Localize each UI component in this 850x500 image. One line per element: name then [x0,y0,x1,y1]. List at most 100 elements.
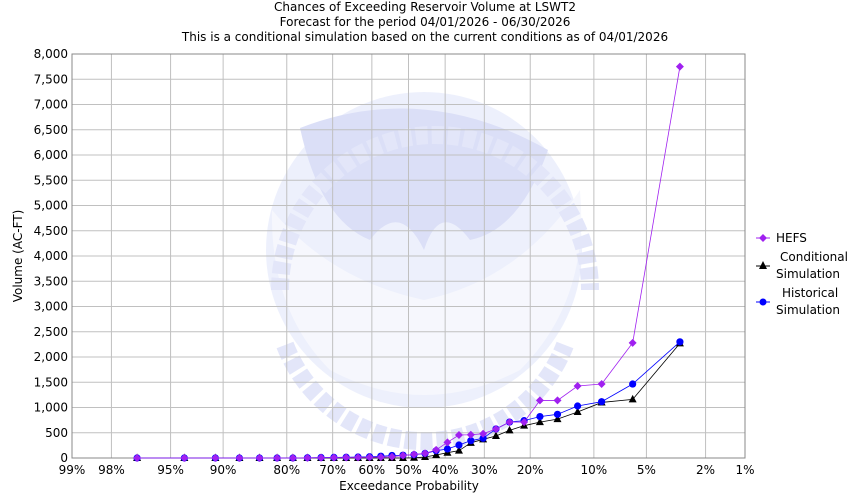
diamond-marker-icon [759,234,767,242]
grid [71,53,746,459]
legend-label: Conditional [780,250,848,264]
data-point [553,414,562,423]
data-point [180,454,189,462]
data-point [598,398,606,406]
y-tick-label: 3,500 [34,274,68,288]
title-line-2: Forecast for the period 04/01/2026 - 06/… [280,15,571,29]
legend-item-hefs: HEFS [756,231,807,245]
x-tick-label: 20% [517,463,544,477]
data-point [466,430,475,439]
legend: HEFS Conditional Simulation Historical S… [756,231,848,317]
y-tick-label: 2,500 [34,325,68,339]
data-point [628,338,637,347]
data-point [273,454,282,462]
data-point [443,445,452,453]
data-point [573,407,582,416]
data-point [573,402,582,410]
x-tick-label: 80% [273,463,300,477]
data-point [520,418,529,427]
y-tick-label: 5,500 [34,173,68,187]
y-axis-label: Volume (AC-FT) [11,210,25,303]
data-point [675,62,684,71]
noaa-watermark-logo [266,92,599,451]
y-tick-label: 6,000 [34,148,68,162]
chart-title: Chances of Exceeding Reservoir Volume at… [181,0,668,44]
x-tick-label: 98% [98,463,125,477]
data-point [573,382,582,391]
y-tick-label: 1,000 [34,401,68,415]
data-point [454,431,463,440]
data-point [454,446,463,454]
x-tick-label: 30% [471,463,498,477]
data-point [597,380,606,389]
x-tick-label: 1% [735,463,754,477]
data-point [354,453,363,462]
data-point [376,453,385,462]
data-point [628,394,637,403]
y-tick-label: 3,000 [34,300,68,314]
data-point [387,452,396,461]
data-point [432,445,441,454]
data-point [535,417,544,426]
data-point [479,429,488,438]
data-point [365,453,374,462]
legend-label: Simulation [776,303,840,317]
triangle-marker-icon [759,261,767,269]
y-tick-label: 7,500 [34,72,68,86]
title-line-3: This is a conditional simulation based o… [181,30,668,44]
y-tick-label: 4,000 [34,249,68,263]
data-point [455,441,463,449]
x-tick-label: 60% [359,463,386,477]
data-point [629,380,637,388]
series-hefs [133,62,684,462]
data-point [467,437,475,445]
data-point [398,451,407,460]
x-tick-label: 10% [581,463,608,477]
data-point [505,418,514,427]
circle-marker-icon [759,298,767,306]
data-point [536,412,544,421]
data-point [303,453,312,462]
x-tick-label: 90% [210,463,237,477]
y-tick-label: 7,000 [34,98,68,112]
x-tick-label: 5% [637,463,656,477]
x-tick-label: 50% [395,463,422,477]
data-point [255,454,264,462]
data-point [553,396,562,405]
legend-item-conditional: Conditional Simulation [756,250,848,281]
legend-item-historical: Historical Simulation [756,286,840,317]
y-tick-label: 500 [45,426,68,440]
data-point [479,434,487,442]
y-tick-label: 6,500 [34,123,68,137]
y-tick-label: 8,000 [34,47,68,61]
x-tick-label: 40% [432,463,459,477]
legend-label: HEFS [776,231,807,245]
y-tick-label: 2,000 [34,350,68,364]
data-point [553,410,562,418]
data-point [491,424,500,433]
x-tick-label: 70% [319,463,346,477]
x-tick-label: 2% [696,463,715,477]
data-point [491,431,500,440]
data-point [410,450,419,459]
data-point [342,453,351,462]
y-tick-label: 0 [60,451,68,465]
y-tick-label: 4,500 [34,224,68,238]
legend-label: Historical [782,286,838,300]
data-point [421,449,430,458]
x-tick-label: 99% [59,463,86,477]
x-axis-label: Exceedance Probability [339,479,479,493]
data-point [535,396,544,405]
data-point [317,453,326,462]
data-point [211,454,220,462]
data-point [443,438,452,447]
data-point [133,454,142,462]
data-point [505,425,514,434]
x-tick-label: 95% [157,463,184,477]
legend-label: Simulation [776,267,840,281]
y-tick-label: 1,500 [34,375,68,389]
y-tick-label: 5,000 [34,199,68,213]
title-line-1: Chances of Exceeding Reservoir Volume at… [274,0,576,14]
